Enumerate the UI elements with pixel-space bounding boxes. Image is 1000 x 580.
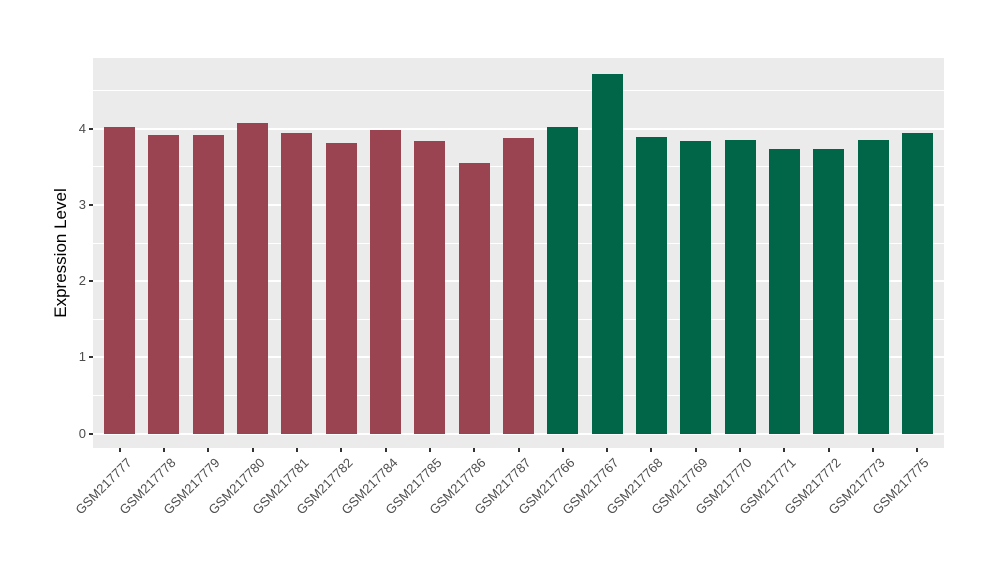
- y-tick-mark: [89, 432, 93, 435]
- bar: [414, 141, 446, 434]
- bar: [680, 141, 712, 434]
- major-gridline: [93, 127, 944, 130]
- x-tick-mark: [384, 448, 387, 452]
- y-tick-mark: [89, 280, 93, 283]
- bar: [104, 127, 136, 434]
- bar: [237, 122, 269, 434]
- x-tick-mark: [694, 448, 697, 452]
- x-tick-mark: [872, 448, 875, 452]
- bar: [901, 133, 933, 434]
- bar: [148, 134, 180, 434]
- x-tick-mark: [916, 448, 919, 452]
- x-tick-mark: [162, 448, 165, 452]
- bar: [635, 137, 667, 434]
- plot-panel: [93, 58, 944, 448]
- bar: [591, 73, 623, 434]
- y-tick-mark: [89, 204, 93, 206]
- bar: [281, 133, 313, 434]
- y-tick-label: 3: [78, 197, 86, 212]
- major-gridline: [93, 432, 944, 435]
- x-tick-mark: [827, 448, 830, 452]
- x-tick-mark: [428, 448, 431, 452]
- y-tick-label: 0: [78, 425, 86, 441]
- x-tick-mark: [118, 448, 121, 452]
- x-tick-mark: [207, 448, 210, 452]
- minor-gridline: [93, 90, 944, 92]
- y-tick-mark: [89, 127, 93, 130]
- x-tick-mark: [295, 448, 298, 452]
- x-tick-mark: [783, 448, 786, 452]
- x-tick-mark: [606, 448, 609, 452]
- bar: [370, 129, 402, 434]
- x-tick-mark: [650, 448, 653, 452]
- bar: [192, 134, 224, 434]
- bar: [768, 148, 800, 434]
- y-tick-label: 2: [78, 273, 86, 289]
- bar: [325, 143, 357, 434]
- y-tick-label: 4: [78, 120, 86, 136]
- bar: [724, 139, 756, 434]
- bar: [502, 137, 534, 434]
- x-tick-mark: [473, 448, 476, 452]
- x-tick-mark: [251, 448, 254, 452]
- y-tick-mark: [89, 356, 93, 359]
- x-tick-mark: [561, 448, 564, 452]
- y-tick-label: 1: [78, 349, 86, 365]
- bar: [547, 127, 579, 434]
- x-tick-mark: [340, 448, 343, 452]
- bar: [458, 163, 490, 434]
- bar: [813, 149, 845, 434]
- x-tick-mark: [517, 448, 520, 452]
- bar: [857, 139, 889, 434]
- x-tick-mark: [739, 448, 742, 452]
